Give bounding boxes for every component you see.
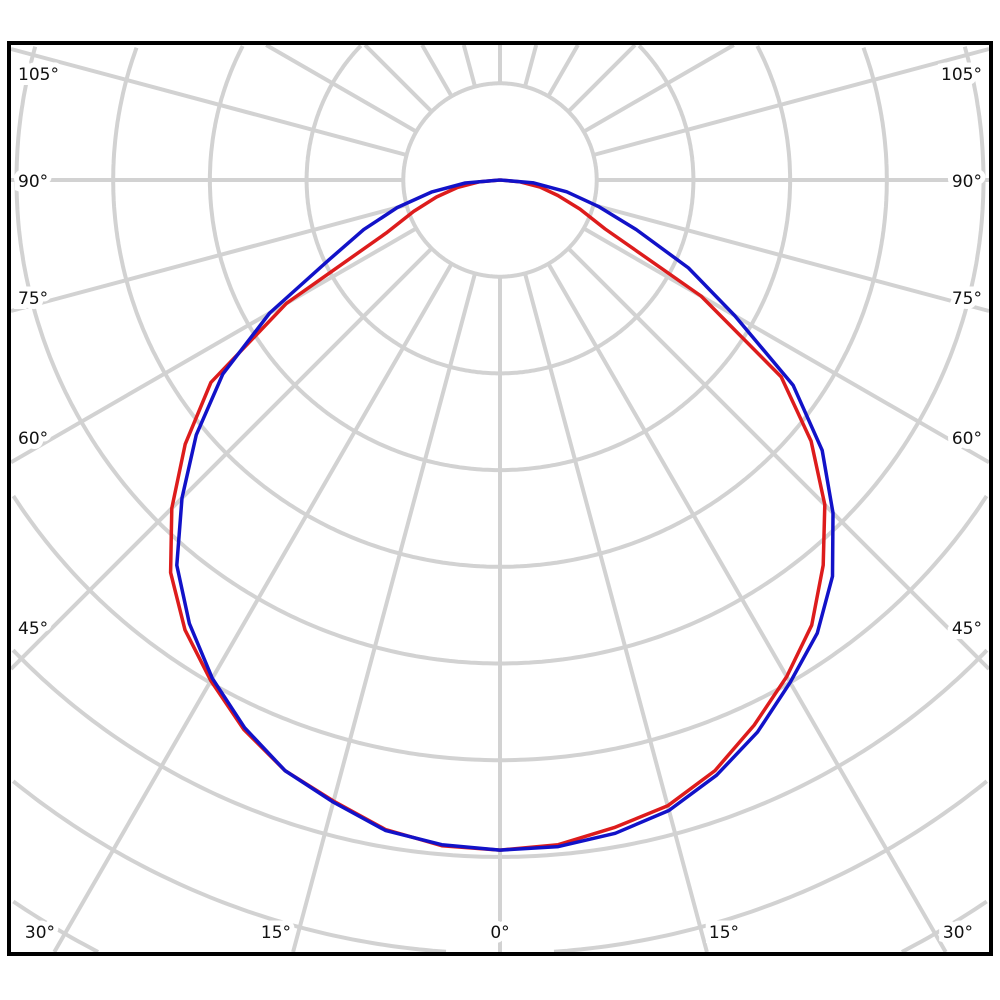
grid-spoke xyxy=(566,43,637,114)
grid-spoke xyxy=(592,47,990,157)
grid-spoke xyxy=(523,272,709,953)
grid-spoke xyxy=(461,44,477,88)
tick-label-bottom-30-left: 30° xyxy=(25,923,55,943)
grid-spoke xyxy=(10,226,418,465)
intensity-curves xyxy=(168,178,835,852)
grid-spoke xyxy=(523,44,539,88)
tick-label-right-45: 45° xyxy=(952,619,982,639)
tick-label-bottom-15-left: 15° xyxy=(261,923,291,943)
grid-spoke xyxy=(582,226,990,465)
tick-label-bottom-15-right: 15° xyxy=(709,923,739,943)
grid-spoke xyxy=(582,43,735,134)
grid-spoke xyxy=(546,44,580,98)
grid-spoke xyxy=(546,262,948,953)
grid-spoke xyxy=(291,272,477,953)
tick-label-left-60: 60° xyxy=(18,429,48,449)
tick-label-left-90: 90° xyxy=(18,172,48,192)
tick-label-left-45: 45° xyxy=(18,619,48,639)
tick-label-right-60: 60° xyxy=(952,429,982,449)
tick-label-left-105: 105° xyxy=(18,65,59,85)
grid-circle xyxy=(14,46,986,666)
tick-label-bottom-0: 0° xyxy=(490,923,509,943)
grid-spoke xyxy=(52,262,454,953)
tick-label-bottom-30-right: 30° xyxy=(943,923,973,943)
grid-circle xyxy=(111,47,889,569)
tick-label-left-75: 75° xyxy=(18,289,48,309)
chart-frame xyxy=(7,41,993,956)
tick-label-right-105: 105° xyxy=(941,65,982,85)
grid-spoke xyxy=(265,43,418,134)
tick-label-right-90: 90° xyxy=(952,172,982,192)
grid-circle xyxy=(11,648,989,859)
grid-circle xyxy=(12,899,988,954)
tick-label-right-75: 75° xyxy=(952,289,982,309)
polar-grid xyxy=(9,43,991,954)
grid-circle xyxy=(11,779,989,954)
grid-spoke xyxy=(363,43,434,114)
grid-spoke xyxy=(10,47,408,157)
grid-spoke xyxy=(9,246,434,671)
grid-spoke xyxy=(10,203,408,313)
grid-spoke xyxy=(420,44,454,98)
grid-spoke xyxy=(566,246,991,671)
grid-circle xyxy=(304,44,696,376)
grid-spoke xyxy=(592,203,990,313)
intensity-curve-2 xyxy=(175,178,835,852)
intensity-curve-1 xyxy=(168,178,827,852)
